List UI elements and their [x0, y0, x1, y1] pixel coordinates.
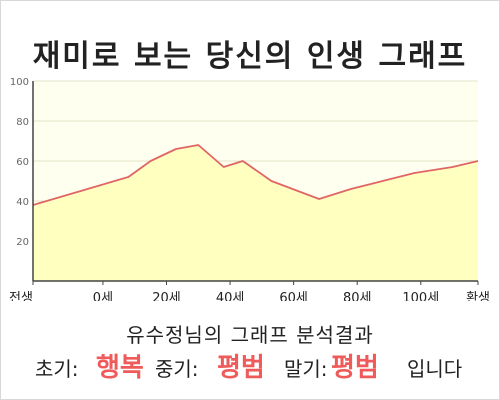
y-tick-label: 20	[16, 237, 29, 248]
life-graph-chart: 20 40 60 80 100 전생 0세 20세 40세 60세 80세 100세 환생	[9, 77, 490, 301]
y-tick-label: 60	[16, 157, 29, 168]
result-suffix: 입니다	[407, 357, 463, 381]
area-fill	[33, 145, 478, 281]
y-tick-label: 40	[16, 197, 29, 208]
result-summary: 초기: 행복 중기: 평범 말기: 평범 입니다	[1, 347, 499, 383]
x-tick-labels: 전생 0세 20세 40세 60세 80세 100세 환생	[9, 281, 490, 301]
series-line	[32, 144, 479, 206]
result-heading: 유수정님의 그래프 분석결과	[126, 323, 374, 347]
x-tick-label: 40세	[216, 291, 245, 301]
late-label: 말기:	[284, 357, 328, 381]
x-tick-label: 환생	[466, 291, 490, 301]
middle-label: 중기:	[155, 357, 199, 381]
x-tick-label: 전생	[9, 291, 33, 301]
x-tick-label: 20세	[152, 291, 181, 301]
early-value: 행복	[96, 353, 144, 383]
late-value: 평범	[331, 353, 379, 383]
y-tick-labels: 20 40 60 80 100	[10, 77, 29, 248]
y-tick-label: 80	[16, 117, 29, 128]
x-tick-label: 80세	[343, 291, 372, 301]
early-label: 초기:	[35, 357, 79, 381]
x-tick-label: 60세	[279, 291, 308, 301]
chart-title: 재미로 보는 당신의 인생 그래프	[32, 39, 468, 74]
middle-value: 평범	[217, 353, 265, 383]
y-tick-label: 100	[10, 77, 29, 88]
x-tick-label: 0세	[93, 291, 113, 301]
x-tick-label: 100세	[402, 291, 439, 301]
